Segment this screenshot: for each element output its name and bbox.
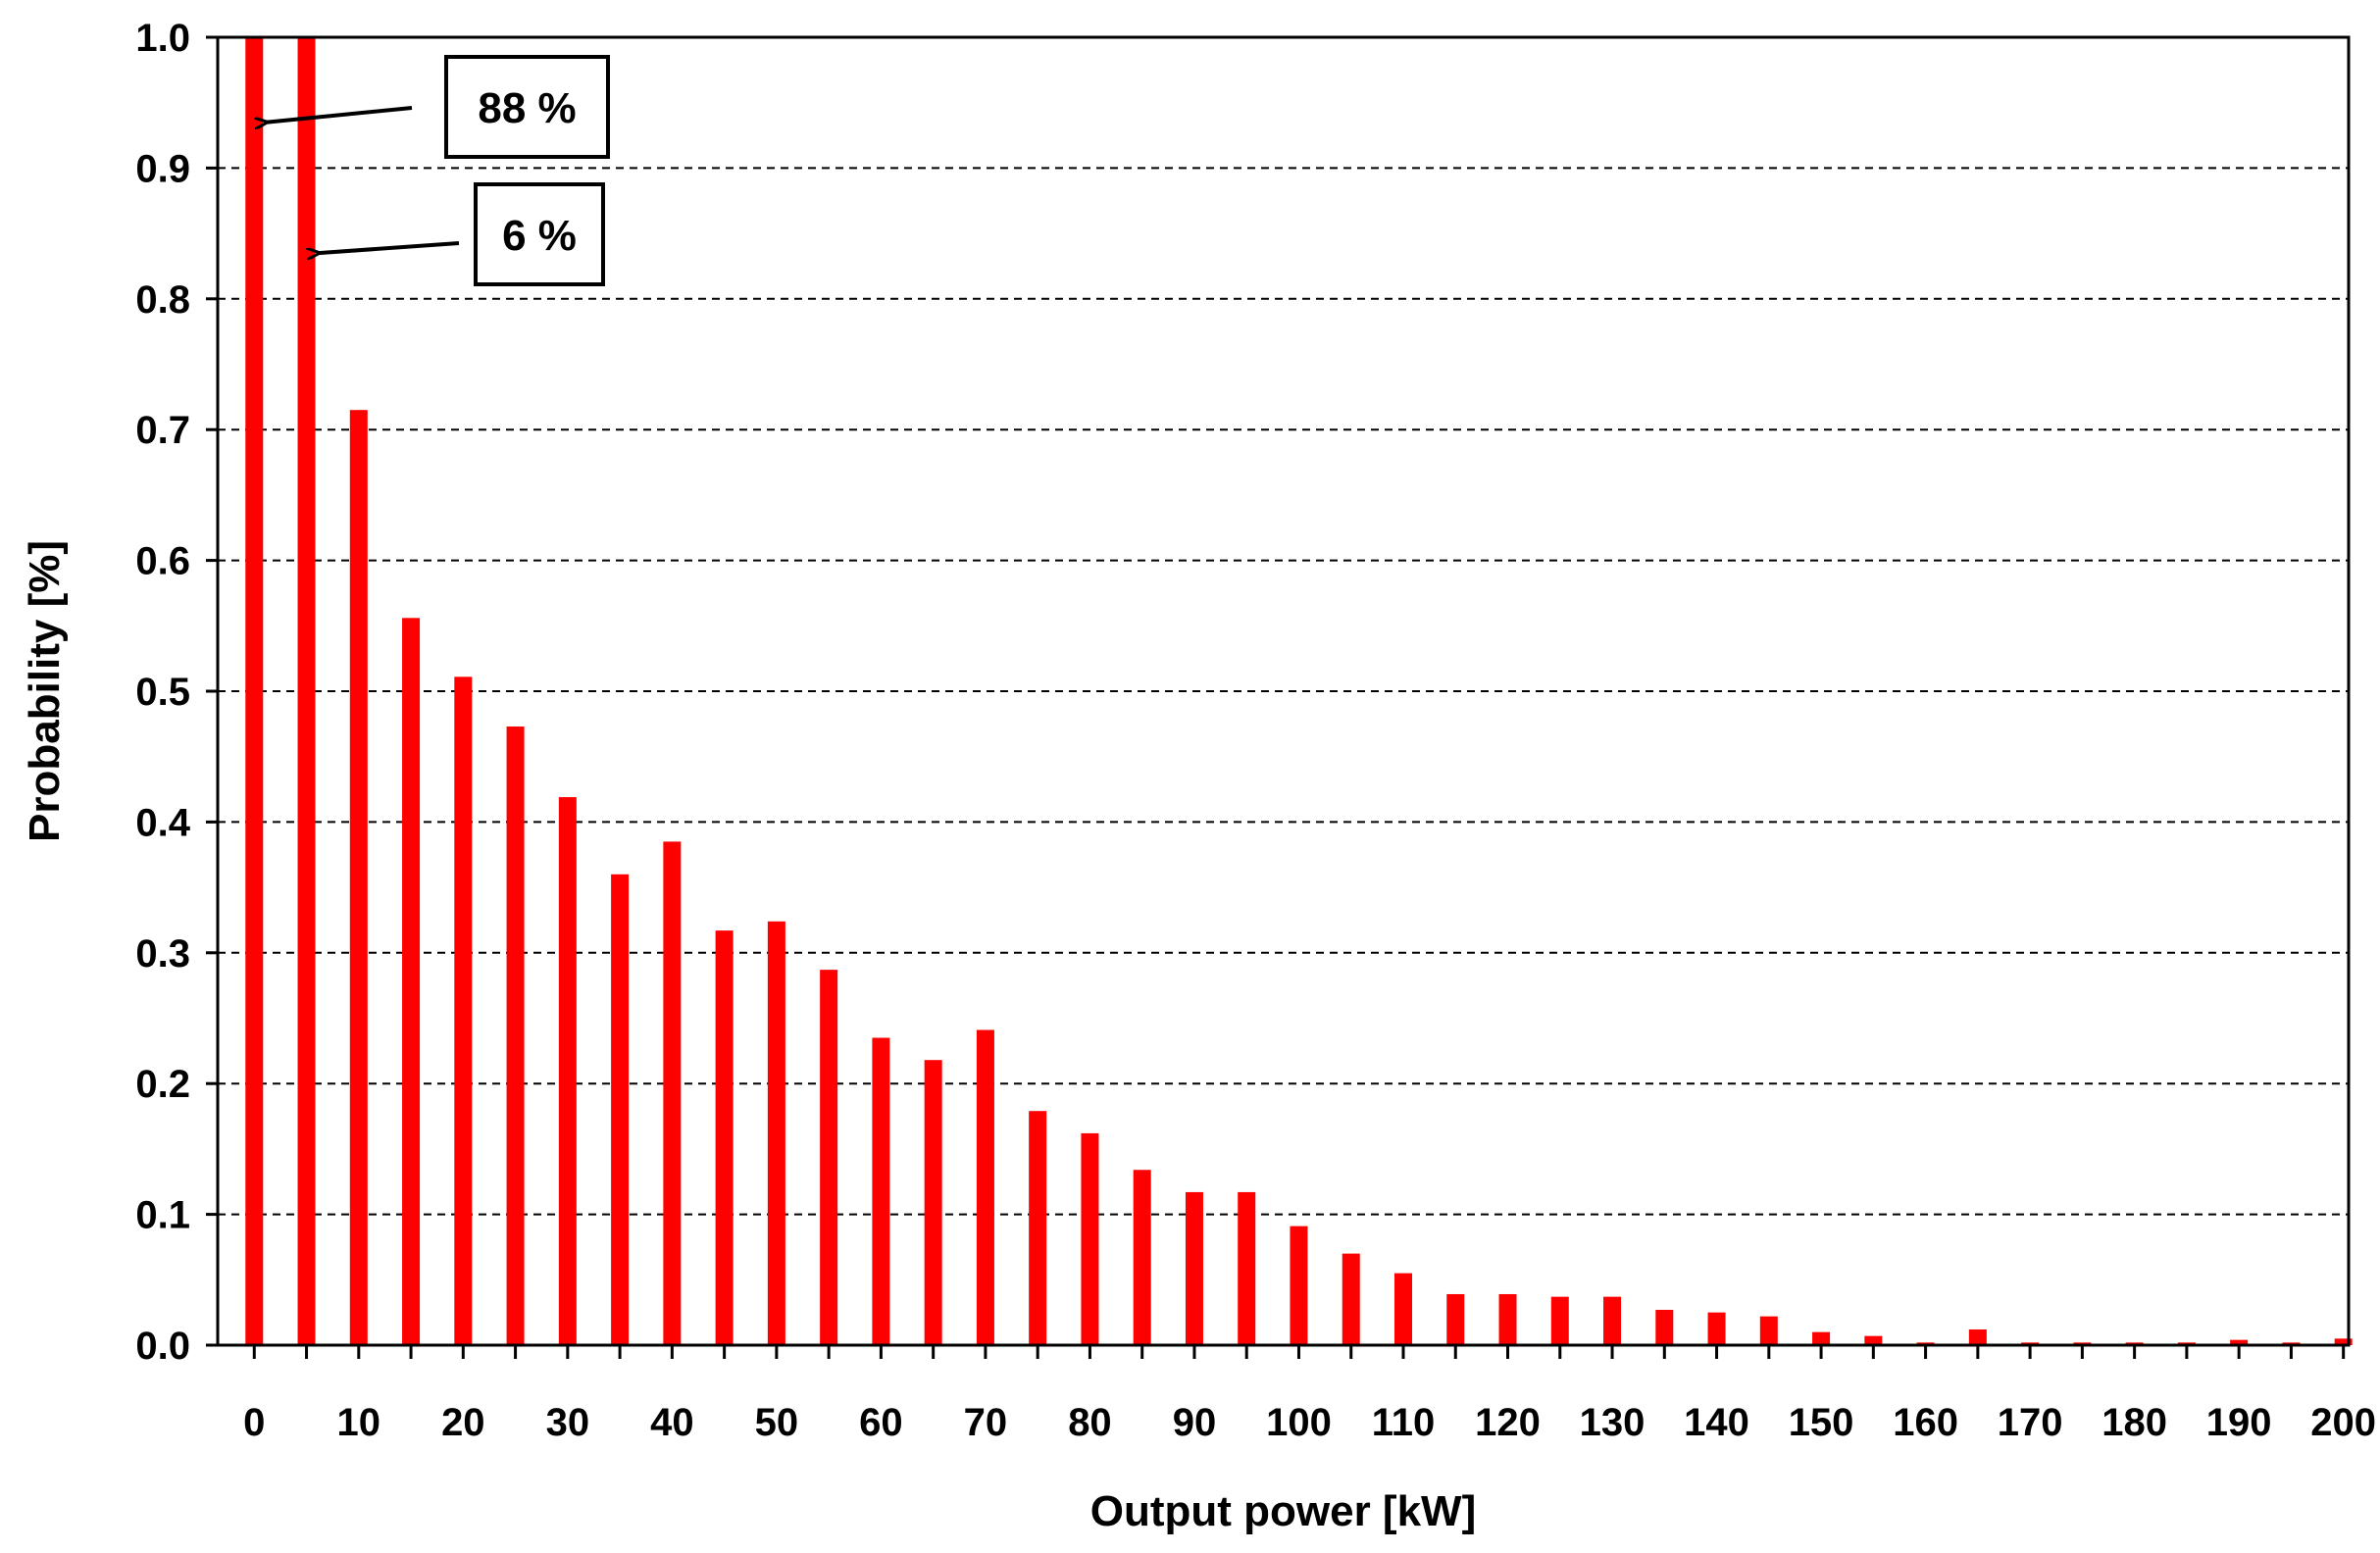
x-tick-label: 70 bbox=[964, 1401, 1008, 1444]
bar bbox=[1446, 1293, 1465, 1345]
bar bbox=[1081, 1132, 1099, 1345]
y-tick-label: 0.6 bbox=[135, 540, 190, 583]
bar bbox=[297, 37, 316, 1345]
y-tick-label: 0.3 bbox=[135, 932, 190, 976]
x-tick-label: 170 bbox=[1998, 1401, 2063, 1444]
y-tick-label: 1.0 bbox=[135, 17, 190, 60]
bar bbox=[2230, 1339, 2249, 1345]
bar bbox=[924, 1060, 942, 1345]
x-tick-label: 120 bbox=[1475, 1401, 1541, 1444]
x-tick-label: 110 bbox=[1372, 1401, 1436, 1444]
annotation-callout: 88 % bbox=[266, 55, 610, 159]
x-tick-label: 150 bbox=[1789, 1401, 1854, 1444]
x-tick-label: 100 bbox=[1266, 1401, 1332, 1444]
y-tick-label: 0.9 bbox=[135, 147, 190, 190]
x-tick-label: 180 bbox=[2101, 1401, 2167, 1444]
gridlines bbox=[218, 167, 2349, 1216]
bar bbox=[1185, 1191, 1203, 1345]
x-tick-label: 190 bbox=[2206, 1401, 2272, 1444]
bar bbox=[1342, 1253, 1360, 1345]
bar bbox=[1603, 1296, 1622, 1345]
y-tick-label: 0.8 bbox=[135, 278, 190, 322]
annotation-box bbox=[444, 55, 610, 159]
bar bbox=[976, 1029, 994, 1345]
y-ticks: 0.0 0.1 0.2 0.3 0.4 0.5 0.6 0.7 0.8 0.9 1.0 bbox=[135, 17, 218, 1368]
bar bbox=[1707, 1312, 1726, 1345]
y-tick-label: 0.1 bbox=[135, 1194, 190, 1237]
bar bbox=[715, 930, 734, 1345]
x-tick-label: 130 bbox=[1580, 1401, 1646, 1444]
annotation-box bbox=[474, 182, 605, 286]
bar bbox=[1393, 1273, 1412, 1345]
bar bbox=[1238, 1191, 1256, 1345]
x-tick-label: 200 bbox=[2310, 1401, 2376, 1444]
y-axis-label: Probability [%] bbox=[21, 540, 69, 842]
annotation-label: 6 % bbox=[502, 212, 577, 260]
bar bbox=[1029, 1111, 1047, 1345]
x-tick-label: 90 bbox=[1173, 1401, 1217, 1444]
annotations: 88 % 6 % bbox=[266, 55, 610, 286]
bar bbox=[349, 410, 368, 1345]
bar bbox=[1550, 1296, 1569, 1345]
y-tick-label: 0.4 bbox=[135, 801, 190, 844]
x-tick-label: 160 bbox=[1893, 1401, 1958, 1444]
bar bbox=[1812, 1331, 1831, 1345]
x-tick-label: 10 bbox=[337, 1401, 381, 1444]
bar bbox=[454, 676, 473, 1345]
bar bbox=[2334, 1338, 2353, 1345]
x-tick-label: 80 bbox=[1068, 1401, 1112, 1444]
bar bbox=[558, 797, 577, 1345]
y-tick-label: 0.7 bbox=[135, 409, 190, 452]
annotation-label: 88 % bbox=[478, 84, 576, 132]
x-tick-label: 140 bbox=[1684, 1401, 1749, 1444]
bar bbox=[1290, 1226, 1308, 1345]
bar bbox=[1133, 1170, 1151, 1345]
bar bbox=[402, 618, 421, 1345]
x-tick-label: 50 bbox=[755, 1401, 799, 1444]
bar bbox=[820, 970, 838, 1345]
x-axis-label: Output power [kW] bbox=[1090, 1487, 1477, 1535]
bar bbox=[1498, 1293, 1517, 1345]
x-tick-label: 30 bbox=[546, 1401, 590, 1444]
bar bbox=[1759, 1316, 1778, 1345]
x-tick-label: 60 bbox=[859, 1401, 903, 1444]
bar bbox=[245, 37, 264, 1345]
annotation-arrow bbox=[266, 106, 413, 123]
bar bbox=[767, 921, 785, 1345]
bar bbox=[506, 726, 525, 1345]
bar bbox=[1968, 1328, 1987, 1345]
y-tick-label: 0.5 bbox=[135, 671, 190, 714]
bar bbox=[611, 874, 630, 1345]
bar bbox=[872, 1037, 890, 1345]
bar bbox=[1655, 1309, 1674, 1345]
bar bbox=[1864, 1335, 1883, 1345]
bars bbox=[245, 37, 2353, 1345]
x-tick-label: 0 bbox=[243, 1401, 265, 1444]
y-tick-label: 0.2 bbox=[135, 1063, 190, 1106]
x-tick-label: 20 bbox=[441, 1401, 485, 1444]
bar bbox=[663, 841, 682, 1345]
x-ticks: 0 10 20 30 40 50 60 70 80 90 100 110 120 130 140 150 160… bbox=[243, 1345, 2376, 1444]
annotation-arrow bbox=[319, 241, 460, 253]
y-tick-label: 0.0 bbox=[135, 1325, 190, 1368]
annotation-callout: 6 % bbox=[319, 182, 605, 286]
x-tick-label: 40 bbox=[650, 1401, 694, 1444]
